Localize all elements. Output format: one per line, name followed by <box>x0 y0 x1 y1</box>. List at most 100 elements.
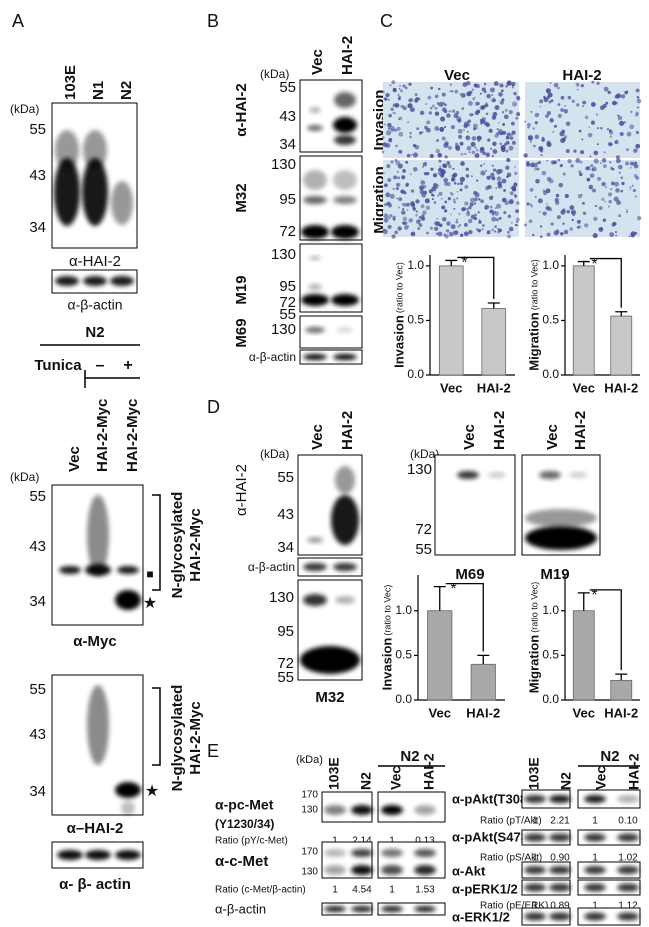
stained-cell <box>410 189 415 193</box>
stained-cell <box>494 133 499 139</box>
label: ★ <box>145 783 159 800</box>
lane-label: Vec <box>593 766 609 790</box>
stained-cell <box>621 181 625 186</box>
stained-cell <box>474 213 478 217</box>
stained-cell <box>390 107 394 111</box>
stained-cell <box>535 178 540 184</box>
stained-cell <box>635 143 641 149</box>
stained-cell <box>635 130 640 135</box>
label: (kDa) <box>296 754 323 766</box>
stained-cell <box>542 211 547 216</box>
blot-band <box>381 849 403 857</box>
stained-cell <box>499 100 504 105</box>
y-axis-note: (ratio to Vec) <box>382 585 392 636</box>
stained-cell <box>545 205 551 211</box>
label: Ratio (pS/Akt) <box>480 853 542 864</box>
stained-cell <box>454 89 459 94</box>
bracket <box>589 589 622 671</box>
blot-band <box>331 225 359 239</box>
stained-cell <box>467 100 473 106</box>
blot-band <box>524 833 546 842</box>
blot-frame <box>434 454 516 556</box>
stained-cell <box>434 221 439 226</box>
stained-cell <box>565 149 570 153</box>
stained-cell <box>454 230 459 235</box>
blot-band <box>307 537 323 543</box>
stained-cell <box>468 205 472 210</box>
stained-cell <box>601 158 607 163</box>
blot-band <box>307 125 323 131</box>
stained-cell <box>442 107 447 112</box>
blot-band <box>55 276 79 286</box>
stained-cell <box>485 102 488 104</box>
blot-band <box>549 795 571 803</box>
y-tick-label: 0.0 <box>542 692 559 706</box>
stained-cell <box>563 109 569 114</box>
stained-cell <box>503 189 507 192</box>
stained-cell <box>593 150 599 156</box>
stained-cell <box>387 224 392 229</box>
stained-cell <box>477 229 481 233</box>
label: 1 <box>532 853 538 864</box>
lane-label: HAI-2 <box>339 36 356 75</box>
stained-cell <box>554 197 559 203</box>
marker-label: 55 <box>279 79 296 96</box>
stained-cell <box>427 95 432 100</box>
blot-band <box>617 883 639 892</box>
stained-cell <box>431 198 434 201</box>
label: M19 <box>540 566 569 583</box>
stained-cell <box>487 138 491 142</box>
blot-band <box>569 472 587 478</box>
stained-cell <box>460 152 464 156</box>
y-tick-label: 0.0 <box>542 367 559 381</box>
label: 1 <box>332 836 338 847</box>
label: α-β-actin <box>67 297 122 313</box>
stained-cell <box>507 234 511 239</box>
stained-cell <box>473 190 478 195</box>
stained-cell <box>455 218 458 221</box>
stained-cell <box>422 184 427 189</box>
stained-cell <box>514 194 517 197</box>
stained-cell <box>605 186 607 188</box>
stained-cell <box>444 126 447 129</box>
stained-cell <box>398 87 401 90</box>
label: 0.13 <box>415 836 435 847</box>
stained-cell <box>489 205 493 209</box>
stained-cell <box>604 200 606 203</box>
stained-cell <box>417 227 421 230</box>
stained-cell <box>529 140 533 143</box>
stained-cell <box>561 129 566 134</box>
label: ■ <box>146 567 153 581</box>
stained-cell <box>631 184 634 187</box>
blot-band <box>115 590 141 610</box>
blot-band <box>331 294 359 306</box>
stained-cell <box>452 198 456 202</box>
stained-cell <box>391 234 396 239</box>
stained-cell <box>410 231 416 237</box>
stained-cell <box>459 188 463 192</box>
stained-cell <box>466 130 469 133</box>
blot-band <box>309 107 321 113</box>
lane-label: 103E <box>62 65 79 100</box>
stained-cell <box>614 230 618 234</box>
stained-cell <box>383 183 388 188</box>
blot-band <box>525 526 597 550</box>
stained-cell <box>474 153 480 158</box>
marker-label: 72 <box>279 223 296 240</box>
stained-cell <box>463 123 468 129</box>
label: α-Akt <box>452 863 486 878</box>
label: 1 <box>592 901 598 912</box>
label: α–HAI-2 <box>67 820 124 837</box>
stained-cell <box>489 209 494 214</box>
marker-label: 72 <box>415 521 432 538</box>
stained-cell <box>610 181 615 186</box>
stained-cell <box>596 127 599 130</box>
stained-cell <box>494 230 497 233</box>
blot-band <box>301 225 329 239</box>
stained-cell <box>590 101 596 107</box>
blot-band <box>331 495 359 545</box>
stained-cell <box>444 200 448 204</box>
stained-cell <box>552 130 555 133</box>
x-tick-label: HAI-2 <box>604 380 638 395</box>
bar <box>610 315 633 376</box>
